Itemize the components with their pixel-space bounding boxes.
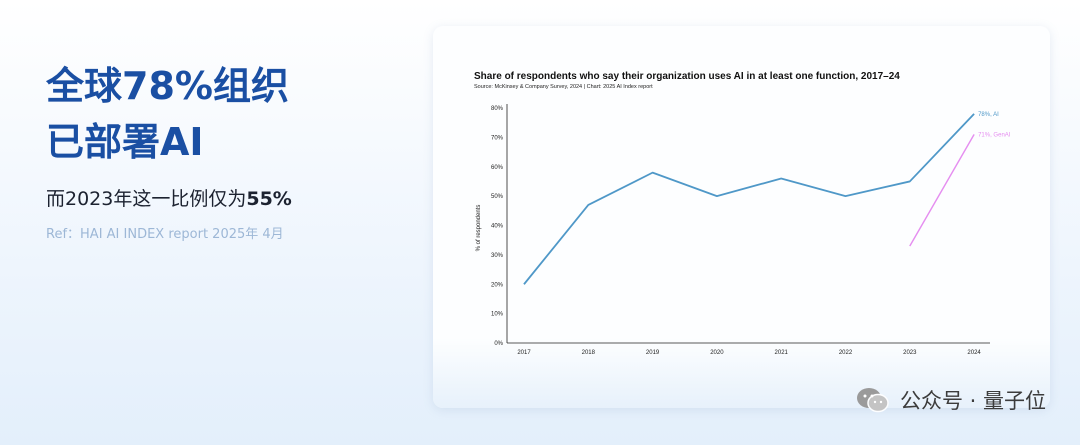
y-tick-label: 30%: [491, 253, 504, 259]
x-tick-label: 2020: [710, 350, 724, 356]
wechat-icon: [856, 387, 890, 413]
series-end-label-genai: 71%, GenAI: [978, 132, 1011, 138]
y-tick-label: 50%: [491, 194, 504, 200]
y-tick-label: 70%: [491, 135, 504, 141]
y-axis-label: % of respondents: [476, 205, 482, 252]
watermark-text: 公众号 · 量子位: [899, 389, 1046, 413]
subline-text: 而2023年这一比例仅为: [46, 188, 247, 210]
x-tick-label: 2022: [839, 350, 853, 356]
headline-line-2: 已部署AI: [46, 120, 204, 164]
headline: 全球78%组织 已部署AI: [46, 58, 406, 170]
chart-axes: 0% 10% 20% 30% 40% 50% 60% 70% 80% 2017 2018 2019 20…: [491, 104, 990, 356]
reference-note: Ref：HAI AI INDEX report 2025年 4月: [46, 227, 284, 242]
line-chart: Share of respondents who say their organ…: [474, 71, 1011, 356]
chart-title: Share of respondents who say their organ…: [474, 71, 900, 82]
chart-source: Source: McKinsey & Company Survey, 2024 …: [474, 84, 653, 90]
y-tick-label: 80%: [491, 106, 504, 112]
subline: 而2023年这一比例仅为55%: [46, 184, 406, 211]
chart-marks: 78%, AI 71%, GenAI: [523, 112, 1011, 285]
y-tick-label: 10%: [491, 312, 504, 318]
subline-highlight: 55%: [246, 188, 292, 210]
series-end-label-ai: 78%, AI: [978, 112, 999, 118]
y-tick-label: 0%: [494, 341, 503, 347]
y-tick-label: 60%: [491, 165, 504, 171]
x-tick-label: 2017: [517, 350, 531, 356]
y-tick-label: 20%: [491, 282, 504, 288]
x-tick-label: 2024: [967, 350, 981, 356]
x-tick-label: 2021: [775, 350, 789, 356]
series-line-genai: [909, 134, 975, 247]
y-tick-label: 40%: [491, 224, 504, 230]
card-fade: [433, 338, 1050, 408]
series-line-ai: [523, 113, 975, 285]
headline-block: 全球78%组织 已部署AI 而2023年这一比例仅为55% Ref：HAI AI…: [46, 58, 406, 242]
watermark: 公众号 · 量子位: [856, 385, 1046, 415]
chart-card: Share of respondents who say their organ…: [433, 26, 1050, 408]
x-tick-label: 2019: [646, 350, 660, 356]
x-tick-label: 2018: [582, 350, 596, 356]
headline-line-1: 全球78%组织: [46, 64, 289, 108]
x-tick-label: 2023: [903, 350, 917, 356]
